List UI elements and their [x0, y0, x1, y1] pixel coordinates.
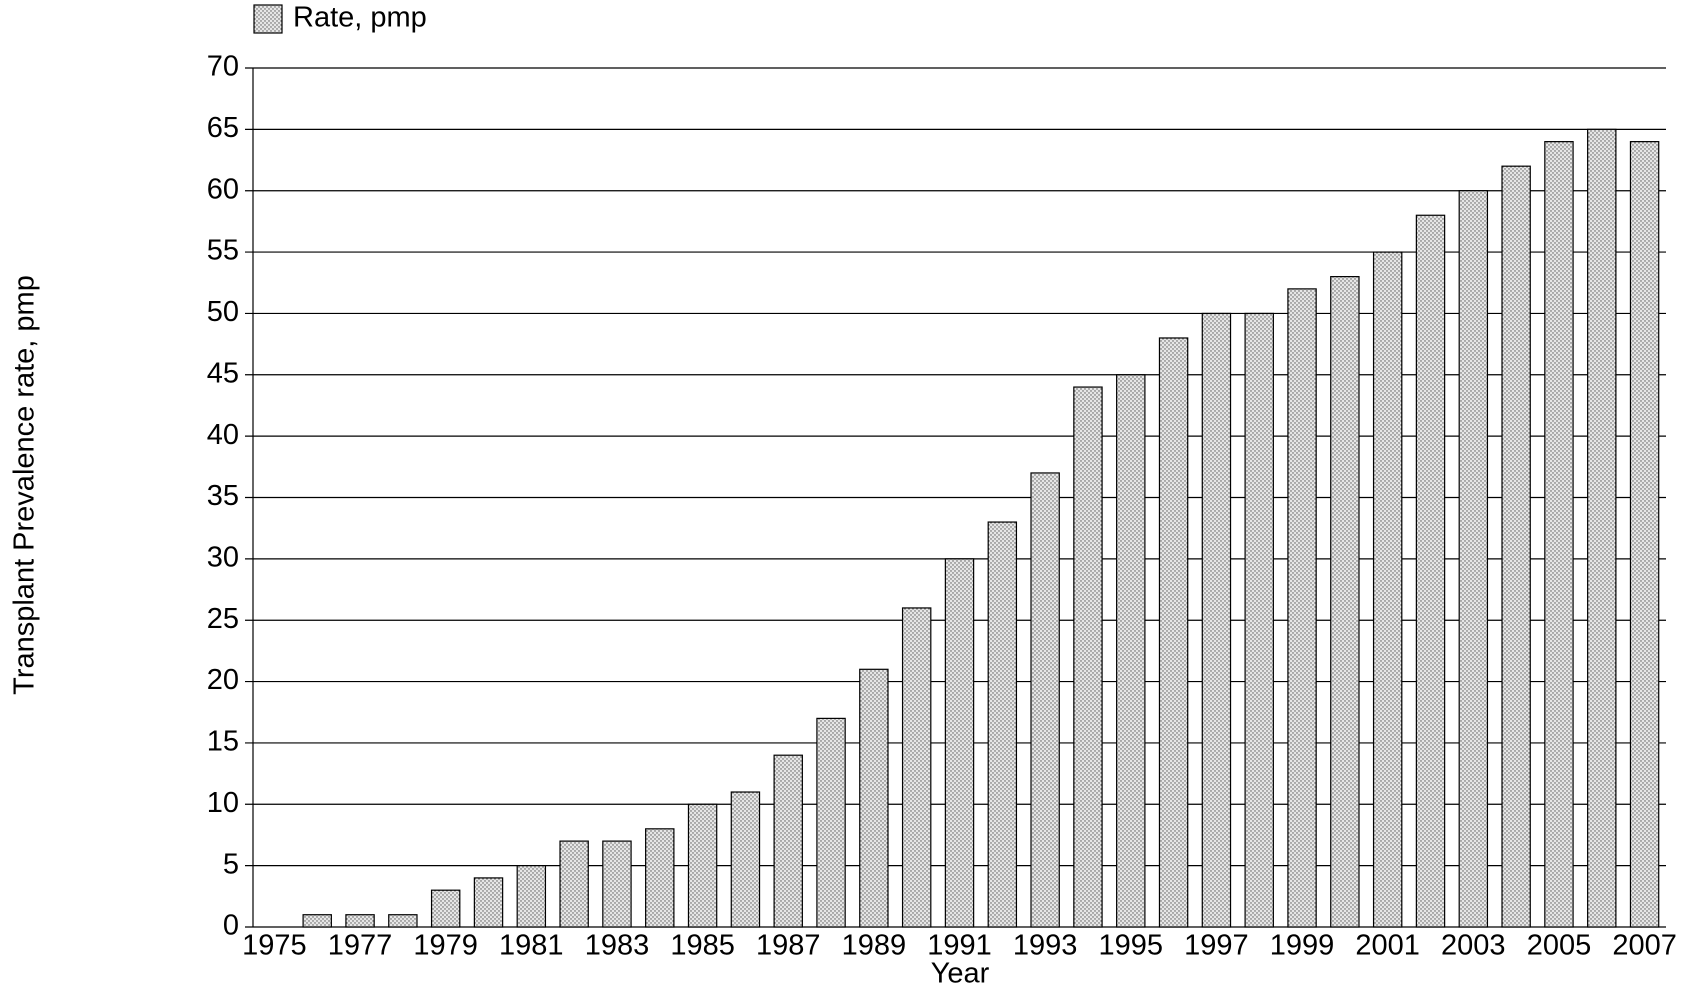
- bar: [1372, 251, 1403, 928]
- bar: [1287, 288, 1317, 928]
- x-tick-label: 2005: [1527, 930, 1592, 962]
- y-tick-label: 45: [207, 357, 239, 389]
- bar: [645, 828, 675, 928]
- bar: [1030, 472, 1060, 928]
- legend-label: Rate, pmp: [293, 2, 427, 34]
- bar: [1158, 337, 1189, 928]
- x-tick-label: 1989: [842, 930, 907, 962]
- x-tick-label: 1991: [927, 930, 992, 962]
- legend-swatch: [253, 4, 283, 34]
- x-tick-label: 2001: [1355, 930, 1420, 962]
- bar: [602, 840, 632, 928]
- bar: [1244, 312, 1274, 928]
- bar: [1330, 276, 1360, 928]
- bar: [1501, 165, 1531, 928]
- y-tick-label: 50: [207, 296, 239, 328]
- bar: [345, 914, 375, 928]
- x-tick-label: 1979: [413, 930, 478, 962]
- y-tick-label: 30: [207, 542, 239, 574]
- bar: [1201, 312, 1232, 928]
- x-tick-label: 1977: [328, 930, 393, 962]
- y-tick-label: 40: [207, 419, 239, 451]
- bar: [388, 914, 418, 928]
- bar: [859, 668, 889, 928]
- y-tick-label: 70: [207, 51, 239, 83]
- bar: [773, 754, 803, 928]
- x-tick-label: 1983: [585, 930, 650, 962]
- y-tick-label: 15: [207, 726, 239, 758]
- bar: [430, 889, 461, 928]
- y-tick-label: 20: [207, 664, 239, 696]
- x-tick-label: 1981: [499, 930, 564, 962]
- bar: [473, 877, 504, 928]
- bar: [516, 865, 547, 928]
- y-tick-label: 55: [207, 235, 239, 267]
- bar: [1629, 141, 1660, 928]
- bar: [730, 791, 761, 928]
- x-tick-label: 2003: [1441, 930, 1506, 962]
- bar: [1116, 374, 1146, 928]
- bar: [687, 803, 718, 928]
- x-tick-label: 1997: [1184, 930, 1249, 962]
- y-axis-label: Transplant Prevalence rate, pmp: [9, 275, 41, 695]
- bar: [987, 521, 1018, 928]
- x-tick-label: 1987: [756, 930, 821, 962]
- x-tick-label: 2007: [1612, 930, 1677, 962]
- x-tick-label: 1985: [670, 930, 735, 962]
- y-tick-label: 10: [207, 787, 239, 819]
- bar: [944, 558, 975, 928]
- x-tick-label: 1999: [1270, 930, 1335, 962]
- x-axis-label: Year: [931, 958, 990, 990]
- bar: [302, 914, 332, 928]
- bar: [1544, 141, 1574, 928]
- y-tick-label: 5: [223, 848, 239, 880]
- bar: [1587, 128, 1617, 928]
- y-tick-label: 25: [207, 603, 239, 635]
- x-tick-label: 1993: [1013, 930, 1078, 962]
- y-tick-label: 60: [207, 173, 239, 205]
- y-tick-label: 65: [207, 112, 239, 144]
- x-tick-label: 1975: [242, 930, 307, 962]
- bar: [1458, 190, 1489, 928]
- bar: [1073, 386, 1103, 928]
- bar: [816, 717, 846, 928]
- y-tick-label: 0: [223, 910, 239, 942]
- x-tick-label: 1995: [1099, 930, 1164, 962]
- bar: [559, 840, 589, 928]
- bar: [901, 607, 932, 928]
- bar: [1415, 214, 1446, 928]
- y-tick-label: 35: [207, 480, 239, 512]
